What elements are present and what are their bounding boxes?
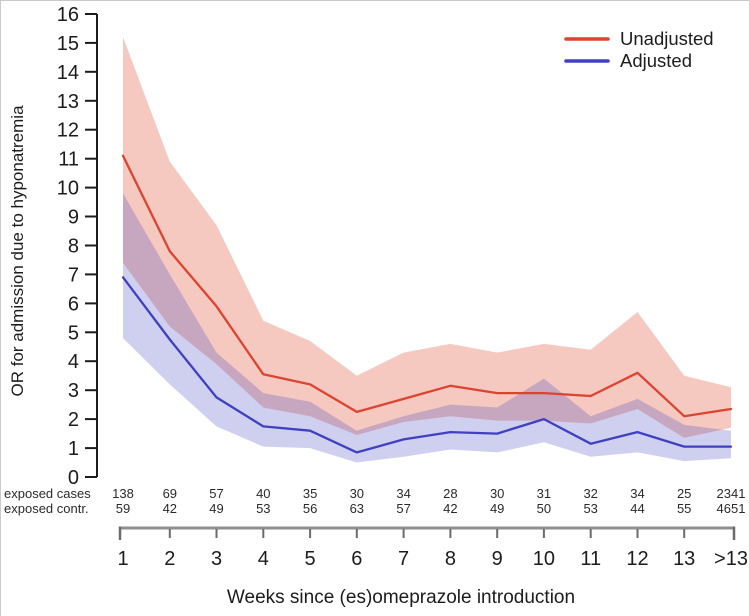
legend: Unadjusted Adjusted	[564, 28, 714, 71]
legend-adjusted-label: Adjusted	[620, 50, 692, 71]
exposed-controls-value: 49	[490, 501, 504, 516]
y-tick-label: 6	[68, 293, 79, 315]
exposed-cases-value: 69	[163, 486, 177, 501]
adjusted-ci-band	[123, 193, 731, 463]
week-tick-label: 3	[211, 548, 222, 570]
exposed-cases-value: 57	[209, 486, 223, 501]
week-tick-label: 6	[351, 548, 362, 570]
y-tick-label: 14	[57, 62, 79, 84]
y-tick-label: 13	[57, 91, 79, 113]
exposed-controls-value: 53	[256, 501, 270, 516]
y-tick-label: 16	[57, 4, 79, 26]
week-tick-label: 7	[398, 548, 409, 570]
exposed-controls-row-label: exposed contr.	[4, 501, 89, 516]
exposed-cases-value: 138	[112, 486, 134, 501]
exposed-controls-value: 50	[537, 501, 551, 516]
week-tick-label: 10	[533, 548, 555, 570]
exposed-controls-value: 53	[583, 501, 597, 516]
exposed-controls-value: 55	[677, 501, 691, 516]
week-tick-label: 4	[258, 548, 269, 570]
y-tick-label: 12	[57, 120, 79, 142]
exposed-cases-value: 34	[396, 486, 410, 501]
y-axis-title: OR for admission due to hyponatremia	[8, 105, 27, 397]
exposed-cases-value: 30	[350, 486, 364, 501]
y-tick-label: 8	[68, 236, 79, 258]
y-tick-label: 10	[57, 178, 79, 200]
y-tick-label: 5	[68, 322, 79, 344]
week-tick-label: 5	[305, 548, 316, 570]
legend-unadjusted-label: Unadjusted	[620, 28, 714, 49]
exposed-controls-value: 56	[303, 501, 317, 516]
exposed-controls-value: 42	[443, 501, 457, 516]
exposed-controls-value: 57	[396, 501, 410, 516]
week-tick-label: 13	[673, 548, 695, 570]
week-tick-label: 8	[445, 548, 456, 570]
series-lines-layer	[121, 154, 733, 454]
y-tick-label: 2	[68, 409, 79, 431]
y-tick-label: 3	[68, 380, 79, 402]
exposed-controls-value: 59	[116, 501, 130, 516]
y-tick-label: 15	[57, 33, 79, 55]
y-tick-label: 11	[58, 149, 79, 171]
unadjusted-ci-band	[123, 37, 731, 438]
exposed-cases-row-label: exposed cases	[4, 486, 91, 501]
y-tick-label: 0	[68, 467, 79, 489]
y-tick-label: 9	[68, 207, 79, 229]
exposed-cases-value: 40	[256, 486, 270, 501]
y-tick-label: 7	[68, 264, 79, 286]
y-tick-label: 1	[68, 438, 79, 460]
week-tick-label: >13	[714, 548, 748, 570]
exposed-cases-value: 25	[677, 486, 691, 501]
exposed-controls-value: 42	[163, 501, 177, 516]
adjusted-line	[121, 276, 733, 454]
x-axis-title: Weeks since (es)omeprazole introduction	[227, 587, 575, 608]
y-tick-label: 4	[68, 351, 79, 373]
exposed-controls-value: 4651	[717, 501, 746, 516]
exposed-cases-value: 2341	[717, 486, 746, 501]
week-tick-label: 2	[164, 548, 175, 570]
week-tick-label: 12	[626, 548, 648, 570]
exposed-cases-value: 32	[583, 486, 597, 501]
exposed-cases-value: 28	[443, 486, 457, 501]
week-tick-label: 11	[580, 548, 601, 570]
exposed-cases-value: 31	[537, 486, 551, 501]
exposed-cases-value: 30	[490, 486, 504, 501]
exposed-controls-value: 49	[209, 501, 223, 516]
exposed-cases-value: 35	[303, 486, 317, 501]
week-tick-label: 9	[492, 548, 503, 570]
exposed-cases-value: 34	[630, 486, 644, 501]
week-tick-label: 1	[117, 548, 128, 570]
exposed-controls-value: 44	[630, 501, 644, 516]
confidence-bands-layer	[123, 37, 731, 463]
exposed-controls-value: 63	[350, 501, 364, 516]
unadjusted-line	[121, 154, 733, 418]
